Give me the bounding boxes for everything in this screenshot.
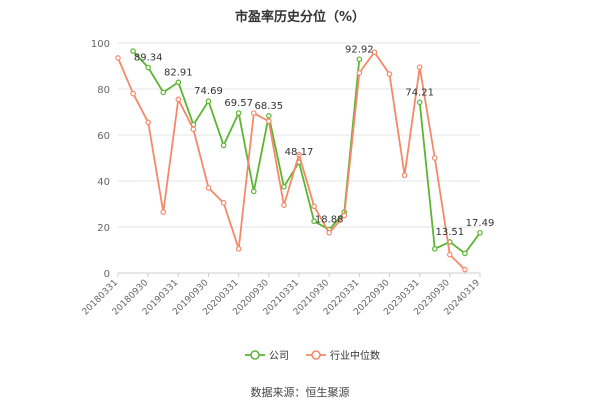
data-label: 92.92 [345,44,374,55]
data-point-industry-median [160,209,167,215]
data-point-industry-median [371,49,378,56]
data-point-industry-median [145,119,151,126]
data-point-industry-median [356,70,363,76]
data-point-industry-median [326,229,332,236]
data-label: 17.49 [466,218,495,229]
data-point-company [311,218,317,225]
data-point-company [250,188,257,195]
y-tick-label: 80 [97,85,110,96]
data-point-company [477,229,483,236]
data-point-company [220,142,227,149]
legend-label: 行业中位数 [330,349,380,362]
data-point-industry-median [281,202,287,208]
data-point-industry-median [416,64,423,70]
data-point-industry-median [115,55,121,61]
data-point-company [462,250,468,257]
data-point-industry-median [386,71,393,77]
data-point-company [205,98,212,105]
data-point-industry-median [175,96,182,103]
data-point-industry-median [341,212,348,219]
data-point-industry-median [220,200,227,206]
data-label: 68.35 [255,101,284,112]
data-label: 69.57 [224,98,253,109]
y-tick-label: 60 [97,131,110,142]
y-tick-label: 0 [104,269,110,280]
chart-title: 市盈率历史分位（%） [234,10,366,25]
data-label: 89.34 [134,53,163,64]
data-point-company [431,246,438,252]
data-point-industry-median [266,118,272,125]
data-point-industry-median [235,246,242,252]
data-source-note: 数据来源：恒生聚源 [250,386,350,399]
data-point-industry-median [250,110,257,116]
data-label: 74.69 [194,86,223,97]
data-point-company [266,112,272,119]
data-label: 74.21 [405,87,434,98]
data-point-industry-median [462,266,468,273]
data-point-company [130,48,136,54]
data-point-industry-median [447,251,453,258]
data-point-company [160,89,167,96]
data-point-industry-median [431,155,438,161]
series-line-industry-median [117,50,466,271]
y-tick-label: 100 [91,39,110,50]
data-point-company [416,99,423,106]
data-point-industry-median [296,151,302,158]
y-tick-label: 20 [97,223,110,234]
y-tick-label: 40 [97,177,110,188]
data-point-industry-median [190,126,197,133]
data-label: 48.17 [285,147,314,158]
data-point-company [356,56,363,63]
data-point-industry-median [401,172,408,179]
data-point-industry-median [311,203,317,210]
data-point-company [235,110,242,116]
data-label: 13.51 [436,227,465,238]
data-point-company [145,64,151,71]
series-line-company [132,50,361,231]
data-point-company [175,79,182,86]
data-point-industry-median [130,90,136,97]
legend-marker [250,350,260,360]
data-label: 82.91 [164,67,193,78]
data-point-company [281,183,287,190]
legend-label: 公司 [269,351,289,362]
legend-marker [311,350,321,360]
data-label: 18.88 [315,215,344,226]
data-point-industry-median [205,185,212,191]
